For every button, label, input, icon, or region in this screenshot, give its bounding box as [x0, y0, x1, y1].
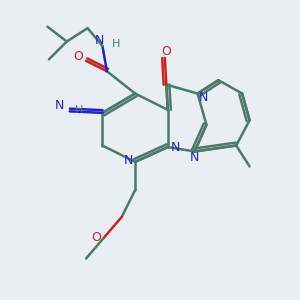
Text: O: O [74, 50, 84, 63]
Text: O: O [161, 45, 171, 58]
Text: N: N [55, 99, 64, 112]
Text: N: N [124, 154, 133, 167]
Text: N: N [171, 140, 180, 154]
Text: H: H [74, 105, 83, 115]
Text: H: H [112, 39, 120, 49]
Text: N: N [95, 34, 104, 46]
Text: O: O [92, 231, 101, 244]
Text: N: N [199, 92, 208, 104]
Text: N: N [190, 151, 199, 164]
